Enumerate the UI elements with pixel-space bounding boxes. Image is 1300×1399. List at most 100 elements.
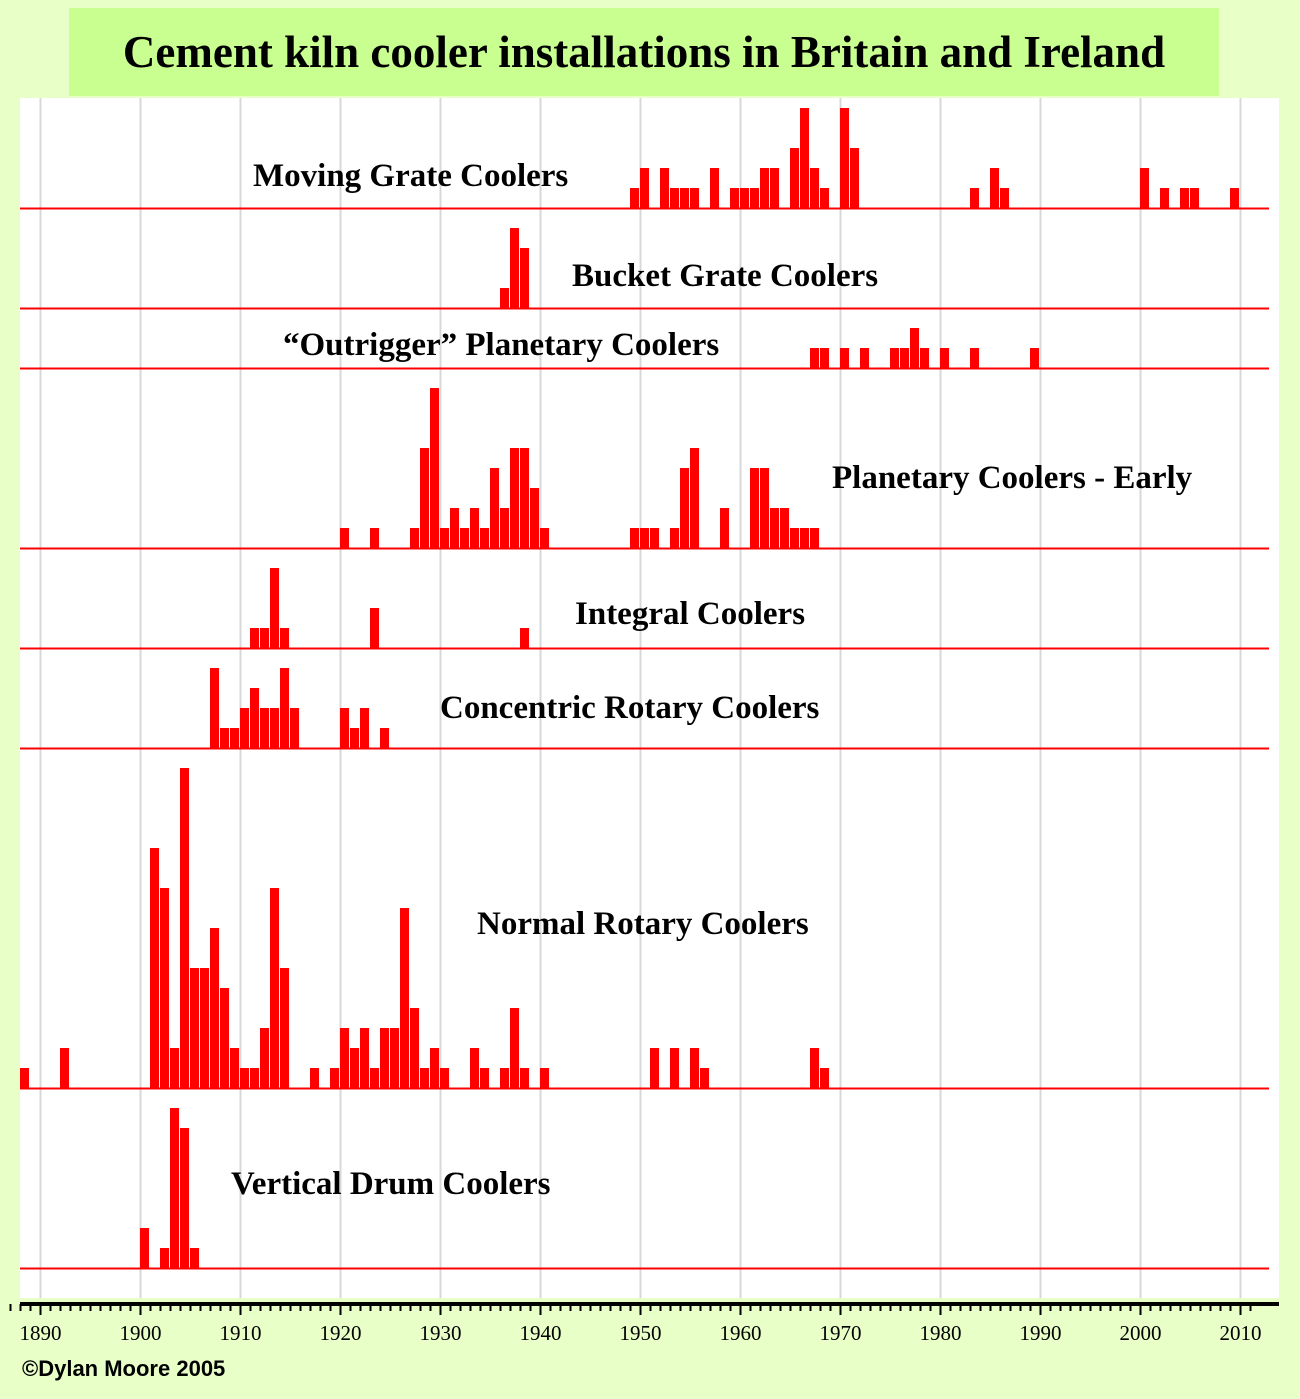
bar-moving-grate-coolers-1966 [800, 108, 809, 208]
tick-label-1980: 1980 [920, 1321, 962, 1345]
panel-integral-coolers: Integral Coolers [20, 568, 1269, 650]
bar-concentric-rotary-coolers-1914 [280, 668, 289, 748]
bar-moving-grate-coolers-1963 [770, 168, 779, 208]
chart-svg: Moving Grate Coolers Bucket Grate Coolers… [9, 98, 1279, 1345]
bar-moving-grate-coolers-1967 [810, 168, 819, 208]
grid-layer [39, 98, 1242, 1298]
bar-moving-grate-coolers-1949 [630, 188, 639, 208]
bar-moving-grate-coolers-2000 [1140, 168, 1149, 208]
bar-moving-grate-coolers-1950 [640, 168, 649, 208]
bar-normal-rotary-coolers-1922 [360, 1028, 369, 1088]
bar-moving-grate-coolers-2005 [1190, 188, 1199, 208]
bar-planetary-coolers-early-1940 [540, 528, 549, 548]
bar-concentric-rotary-coolers-1911 [250, 688, 259, 748]
bar-planetary-coolers-early-1949 [630, 528, 639, 548]
bar-planetary-coolers-early-1939 [530, 488, 539, 548]
bar-normal-rotary-coolers-1920 [340, 1028, 349, 1088]
bar-planetary-coolers-early-1938 [520, 448, 529, 548]
bar-outrigger-planetary-coolers-1968 [820, 348, 829, 368]
panel-vertical-drum-coolers: Vertical Drum Coolers [20, 1108, 1269, 1270]
panel-label-moving-grate-coolers: Moving Grate Coolers [253, 158, 568, 194]
bar-integral-coolers-1912 [260, 628, 269, 648]
bar-planetary-coolers-early-1927 [410, 528, 419, 548]
bar-planetary-coolers-early-1953 [670, 528, 679, 548]
tick-label-1960: 1960 [720, 1321, 762, 1345]
bar-planetary-coolers-early-1928 [420, 448, 429, 548]
bar-planetary-coolers-early-1934 [480, 528, 489, 548]
bar-normal-rotary-coolers-1940 [540, 1068, 549, 1088]
bar-outrigger-planetary-coolers-1980 [940, 348, 949, 368]
bar-outrigger-planetary-coolers-1977 [910, 328, 919, 368]
bar-planetary-coolers-early-1937 [510, 448, 519, 548]
bar-moving-grate-coolers-1961 [750, 188, 759, 208]
bar-concentric-rotary-coolers-1908 [220, 728, 229, 748]
bar-normal-rotary-coolers-1901 [150, 848, 159, 1088]
bar-normal-rotary-coolers-1933 [470, 1048, 479, 1088]
bar-moving-grate-coolers-2002 [1160, 188, 1169, 208]
bar-planetary-coolers-early-1967 [810, 528, 819, 548]
bar-integral-coolers-1911 [250, 628, 259, 648]
bar-moving-grate-coolers-1955 [690, 188, 699, 208]
bar-planetary-coolers-early-1931 [450, 508, 459, 548]
tick-label-2000: 2000 [1120, 1321, 1162, 1345]
bar-bucket-grate-coolers-1937 [510, 228, 519, 308]
bar-bucket-grate-coolers-1938 [520, 248, 529, 308]
bar-outrigger-planetary-coolers-1989 [1030, 348, 1039, 368]
bar-normal-rotary-coolers-1908 [220, 988, 229, 1088]
bar-integral-coolers-1923 [370, 608, 379, 648]
bar-concentric-rotary-coolers-1910 [240, 708, 249, 748]
copyright-notice: ©Dylan Moore 2005 [22, 1356, 226, 1381]
bar-moving-grate-coolers-1971 [850, 148, 859, 208]
bar-planetary-coolers-early-1936 [500, 508, 509, 548]
bar-moving-grate-coolers-2009 [1230, 188, 1239, 208]
bar-outrigger-planetary-coolers-1976 [900, 348, 909, 368]
bar-planetary-coolers-early-1955 [690, 448, 699, 548]
bar-planetary-coolers-early-1950 [640, 528, 649, 548]
tick-label-1910: 1910 [220, 1321, 262, 1345]
bar-planetary-coolers-early-1965 [790, 528, 799, 548]
bar-normal-rotary-coolers-1930 [440, 1068, 449, 1088]
bar-moving-grate-coolers-1985 [990, 168, 999, 208]
bar-moving-grate-coolers-1957 [710, 168, 719, 208]
panel-planetary-coolers-early: Planetary Coolers - Early [20, 388, 1269, 550]
bar-outrigger-planetary-coolers-1975 [890, 348, 899, 368]
bar-vertical-drum-coolers-1904 [180, 1128, 189, 1268]
bar-planetary-coolers-early-1966 [800, 528, 809, 548]
bar-integral-coolers-1938 [520, 628, 529, 648]
tick-label-1990: 1990 [1020, 1321, 1062, 1345]
bar-normal-rotary-coolers-1926 [400, 908, 409, 1088]
bar-concentric-rotary-coolers-1915 [290, 708, 299, 748]
bar-normal-rotary-coolers-1955 [690, 1048, 699, 1088]
tick-label-1950: 1950 [620, 1321, 662, 1345]
panel-layer: Moving Grate Coolers Bucket Grate Coolers… [20, 108, 1269, 1270]
tick-label-1900: 1900 [120, 1321, 162, 1345]
bar-normal-rotary-coolers-1910 [240, 1068, 249, 1088]
title-banner: Cement kiln cooler installations in Brit… [69, 8, 1219, 96]
tick-label-2010: 2010 [1220, 1321, 1262, 1345]
bar-concentric-rotary-coolers-1921 [350, 728, 359, 748]
bar-concentric-rotary-coolers-1912 [260, 708, 269, 748]
bar-planetary-coolers-early-1951 [650, 528, 659, 548]
bar-normal-rotary-coolers-1914 [280, 968, 289, 1088]
bar-normal-rotary-coolers-1888 [20, 1068, 29, 1088]
bar-normal-rotary-coolers-1902 [160, 888, 169, 1088]
bar-moving-grate-coolers-1962 [760, 168, 769, 208]
bar-normal-rotary-coolers-1905 [190, 968, 199, 1088]
bar-concentric-rotary-coolers-1924 [380, 728, 389, 748]
bar-normal-rotary-coolers-1906 [200, 968, 209, 1088]
panel-label-planetary-coolers-early: Planetary Coolers - Early [832, 460, 1193, 496]
bar-planetary-coolers-early-1930 [440, 528, 449, 548]
panel-concentric-rotary-coolers: Concentric Rotary Coolers [20, 668, 1269, 750]
bar-outrigger-planetary-coolers-1978 [920, 348, 929, 368]
bar-outrigger-planetary-coolers-1972 [860, 348, 869, 368]
bar-normal-rotary-coolers-1912 [260, 1028, 269, 1088]
bar-bucket-grate-coolers-1936 [500, 288, 509, 308]
bar-moving-grate-coolers-2004 [1180, 188, 1189, 208]
bar-normal-rotary-coolers-1924 [380, 1028, 389, 1088]
bar-normal-rotary-coolers-1937 [510, 1008, 519, 1088]
panel-bucket-grate-coolers: Bucket Grate Coolers [20, 228, 1269, 310]
panel-moving-grate-coolers: Moving Grate Coolers [20, 108, 1269, 210]
bar-normal-rotary-coolers-1928 [420, 1068, 429, 1088]
bar-planetary-coolers-early-1961 [750, 468, 759, 548]
x-axis: 1890 1900 1910 1920 1930 1940 1950 1960 1970 1980… [9, 1302, 1279, 1345]
